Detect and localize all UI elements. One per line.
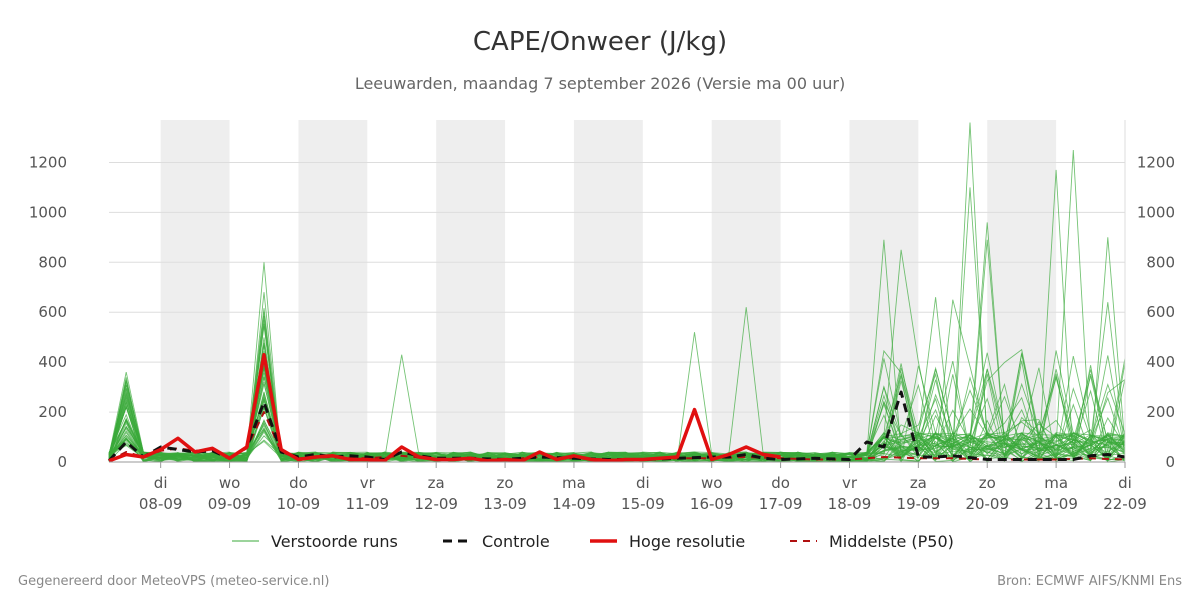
legend-middelste-p50--label: Middelste (P50) — [829, 532, 954, 551]
legend: Verstoorde runs Controle Hoge resolutie Mid… — [232, 532, 954, 551]
x-tick-date-14: 22-09 — [1103, 495, 1147, 513]
x-tick-day-11: za — [910, 474, 927, 492]
main-series — [107, 352, 1126, 463]
x-tick-day-10: vr — [842, 474, 858, 492]
y-tick-right-200: 200 — [1146, 403, 1175, 421]
x-tick-date-11: 19-09 — [897, 495, 941, 513]
y-tick-right-800: 800 — [1146, 253, 1175, 271]
shaded-band-4 — [711, 120, 781, 462]
legend-verstoorde-runs-label: Verstoorde runs — [271, 532, 398, 551]
shaded-band-1 — [298, 120, 368, 462]
x-tick-date-1: 09-09 — [208, 495, 252, 513]
x-tick-date-9: 17-09 — [759, 495, 803, 513]
x-tick-day-4: za — [428, 474, 445, 492]
x-tick-date-10: 18-09 — [828, 495, 872, 513]
x-tick-date-13: 21-09 — [1034, 495, 1078, 513]
x-tick-date-6: 14-09 — [552, 495, 596, 513]
y-tick-right-600: 600 — [1146, 303, 1175, 321]
footer-left: Gegenereerd door MeteoVPS (meteo-service… — [18, 574, 329, 589]
x-tick-day-1: wo — [219, 474, 240, 492]
x-tick-date-7: 15-09 — [621, 495, 665, 513]
y-tick-left-400: 400 — [38, 353, 67, 371]
y-tick-right-400: 400 — [1146, 353, 1175, 371]
x-tick-day-8: wo — [701, 474, 722, 492]
weekend-bands — [160, 120, 1057, 462]
x-tick-date-8: 16-09 — [690, 495, 734, 513]
y-tick-right-0: 0 — [1165, 453, 1175, 471]
x-tick-day-13: ma — [1044, 474, 1068, 492]
x-tick-date-4: 12-09 — [414, 495, 458, 513]
x-tick-day-3: vr — [360, 474, 376, 492]
x-tick-date-3: 11-09 — [346, 495, 390, 513]
x-tick-day-14: di — [1118, 474, 1132, 492]
x-tick-date-0: 08-09 — [139, 495, 183, 513]
y-tick-left-800: 800 — [38, 253, 67, 271]
x-tick-day-6: ma — [562, 474, 586, 492]
x-tick-day-0: di — [154, 474, 168, 492]
chart-subtitle: Leeuwarden, maandag 7 september 2026 (Ve… — [355, 74, 845, 93]
y-tick-left-600: 600 — [38, 303, 67, 321]
y-tick-left-0: 0 — [57, 453, 67, 471]
x-tick-date-5: 13-09 — [483, 495, 527, 513]
x-tick-day-5: zo — [497, 474, 514, 492]
x-tick-day-12: zo — [979, 474, 996, 492]
shaded-band-2 — [436, 120, 506, 462]
chart-title: CAPE/Onweer (J/kg) — [473, 27, 727, 57]
x-tick-day-9: do — [771, 474, 790, 492]
y-tick-right-1200: 1200 — [1137, 153, 1175, 171]
legend-hoge-resolutie-label: Hoge resolutie — [629, 532, 745, 551]
x-tick-date-2: 10-09 — [277, 495, 321, 513]
y-tick-left-1200: 1200 — [29, 153, 67, 171]
series-line-hoge-resolutie — [108, 352, 781, 463]
y-tick-left-200: 200 — [38, 403, 67, 421]
y-tick-left-1000: 1000 — [29, 203, 67, 221]
legend-controle-label: Controle — [482, 532, 550, 551]
x-tick-day-2: do — [289, 474, 308, 492]
shaded-band-3 — [573, 120, 643, 462]
footer-right: Bron: ECMWF AIFS/KNMI Ens — [997, 574, 1182, 589]
perturbed-run-49 — [108, 391, 1126, 463]
x-tick-day-7: di — [636, 474, 650, 492]
shaded-band-0 — [160, 120, 230, 462]
x-tick-date-12: 20-09 — [965, 495, 1009, 513]
axes: 0 0 200 200 400 400 600 600 800 800 1000 1000 1200 12… — [29, 120, 1175, 513]
shaded-band-6 — [987, 120, 1057, 462]
y-tick-right-1000: 1000 — [1137, 203, 1175, 221]
